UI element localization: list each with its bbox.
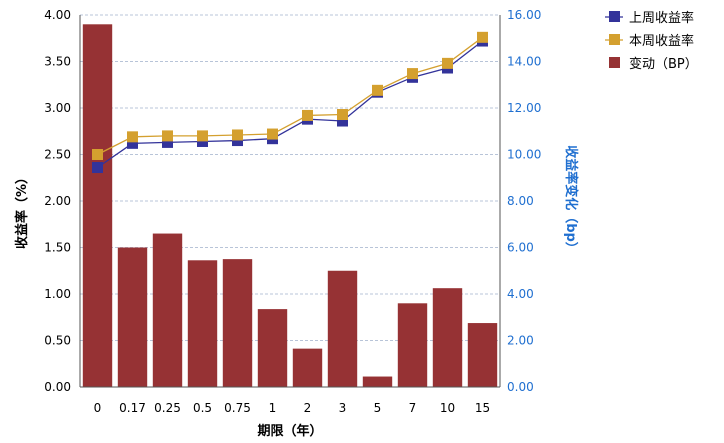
left-tick-label: 0.00 [44, 380, 71, 394]
x-tick-label: 3 [339, 401, 347, 415]
legend-label: 变动（BP） [629, 56, 698, 72]
x-tick-label: 10 [440, 401, 455, 415]
bar-change [398, 303, 427, 387]
legend-label: 本周收益率 [629, 33, 694, 49]
marker-this-week [162, 130, 173, 141]
right-axis-title: 收益率变化（bp） [563, 145, 579, 255]
marker-this-week [477, 32, 488, 43]
marker-this-week [267, 129, 278, 140]
bar-change [83, 24, 112, 387]
marker-this-week [337, 109, 348, 120]
right-tick-label: 14.00 [507, 55, 541, 69]
x-tick-label: 0.17 [119, 401, 146, 415]
left-axis-title: 收益率（%） [14, 171, 30, 249]
right-tick-label: 10.00 [507, 148, 541, 162]
marker-this-week [232, 129, 243, 140]
legend-marker [609, 34, 620, 45]
right-tick-label: 12.00 [507, 101, 541, 115]
bar-change [293, 349, 322, 387]
marker-this-week [372, 85, 383, 96]
bar-change [258, 309, 287, 387]
right-tick-label: 16.00 [507, 8, 541, 22]
left-tick-label: 3.00 [44, 101, 71, 115]
left-tick-label: 1.50 [44, 241, 71, 255]
x-tick-label: 2 [304, 401, 312, 415]
right-tick-label: 4.00 [507, 287, 534, 301]
bar-change [188, 260, 217, 387]
right-tick-label: 6.00 [507, 241, 534, 255]
bar-change [223, 259, 252, 387]
left-tick-label: 2.00 [44, 194, 71, 208]
left-tick-label: 2.50 [44, 148, 71, 162]
right-tick-label: 8.00 [507, 194, 534, 208]
x-tick-label: 0.25 [154, 401, 181, 415]
bar-series-change [83, 24, 497, 387]
x-tick-label: 1 [269, 401, 277, 415]
x-tick-label: 0.5 [193, 401, 212, 415]
x-tick-label: 7 [409, 401, 417, 415]
marker-this-week [127, 131, 138, 142]
x-tick-label: 0.75 [224, 401, 251, 415]
left-tick-label: 0.50 [44, 334, 71, 348]
marker-this-week [197, 130, 208, 141]
line-last-week [98, 41, 483, 167]
bar-change [118, 248, 147, 388]
left-tick-label: 3.50 [44, 55, 71, 69]
marker-this-week [92, 149, 103, 160]
bar-change [468, 323, 497, 387]
bar-change [328, 271, 357, 387]
x-tick-label: 15 [475, 401, 490, 415]
legend-swatch [609, 57, 620, 68]
x-tick-label: 5 [374, 401, 382, 415]
left-tick-label: 4.00 [44, 8, 71, 22]
legend-marker [609, 11, 620, 22]
right-tick-label: 2.00 [507, 334, 534, 348]
bar-change [433, 288, 462, 387]
x-axis-title: 期限（年） [257, 423, 322, 439]
marker-this-week [407, 68, 418, 79]
bar-change [153, 234, 182, 387]
line-series [92, 32, 488, 173]
marker-this-week [302, 110, 313, 121]
legend-label: 上周收益率 [629, 10, 694, 26]
right-tick-label: 0.00 [507, 380, 534, 394]
marker-last-week [92, 162, 103, 173]
x-tick-label: 0 [94, 401, 102, 415]
left-tick-label: 1.00 [44, 287, 71, 301]
marker-this-week [442, 58, 453, 69]
bar-change [363, 377, 392, 387]
line-this-week [98, 37, 483, 154]
